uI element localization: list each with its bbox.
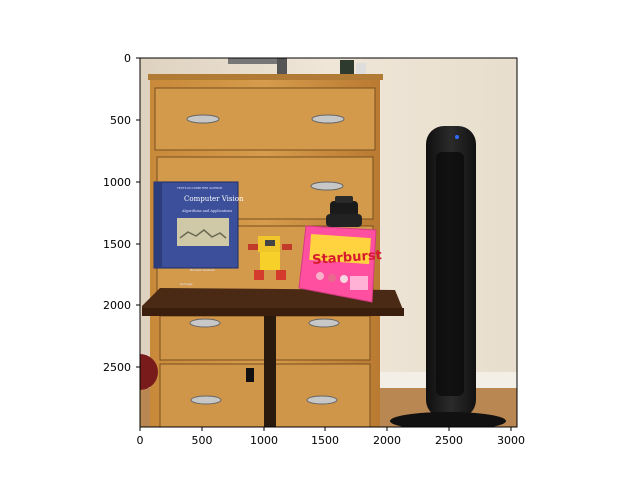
- y-axis: 0 500 1000 1500 2000 2500: [103, 52, 140, 374]
- x-tick-label: 1000: [250, 434, 278, 447]
- drawer-handle: [186, 114, 220, 124]
- book-cover-image: [177, 218, 229, 246]
- fan-base: [390, 412, 506, 427]
- red-object: [140, 354, 158, 390]
- y-tick-label: 0: [124, 52, 131, 65]
- top-can: [340, 60, 354, 75]
- x-axis: 0 500 1000 1500 2000 2500 3000: [137, 427, 525, 447]
- x-tick-label: 500: [192, 434, 213, 447]
- top-bottle: [277, 58, 287, 75]
- drawer-handle: [189, 318, 221, 328]
- book-series: TEXTS IN COMPUTER SCIENCE: [176, 186, 222, 190]
- y-tick-label: 2500: [103, 361, 131, 374]
- tower-fan: [390, 126, 506, 427]
- drawer-handle: [190, 395, 222, 405]
- top-cup: [356, 63, 366, 75]
- x-tick-label: 3000: [497, 434, 525, 447]
- drawer-handle: [306, 395, 338, 405]
- book-title: Computer Vision: [184, 195, 244, 203]
- drawer-handle: [310, 181, 344, 191]
- x-tick-label: 0: [137, 434, 144, 447]
- x-tick-label: 2500: [435, 434, 463, 447]
- axes-frame: [139, 57, 518, 428]
- book: TEXTS IN COMPUTER SCIENCE Computer Visio…: [153, 181, 244, 286]
- x-tick-label: 1500: [311, 434, 339, 447]
- y-tick-label: 1000: [103, 176, 131, 189]
- latch: [246, 368, 254, 382]
- drawer-handle: [308, 318, 340, 328]
- candy-bag: Starburst: [298, 225, 383, 303]
- toy-robot: [248, 236, 292, 280]
- y-tick-label: 2000: [103, 299, 131, 312]
- y-tick-label: 1500: [103, 238, 131, 251]
- x-tick-label: 2000: [373, 434, 401, 447]
- book-subtitle: Algorithms and Applications: [181, 209, 233, 213]
- photo: TEXTS IN COMPUTER SCIENCE Computer Visio…: [140, 58, 517, 427]
- candy-bag-brand: Starburst: [312, 248, 383, 268]
- drawer-handle: [311, 114, 345, 124]
- book-author: Richard Szeliski: [190, 268, 215, 272]
- top-item: [228, 58, 278, 64]
- fan-indicator: [455, 135, 459, 139]
- y-tick-label: 500: [110, 114, 131, 127]
- black-cup: [326, 196, 362, 227]
- book-publisher: Springer: [180, 282, 194, 286]
